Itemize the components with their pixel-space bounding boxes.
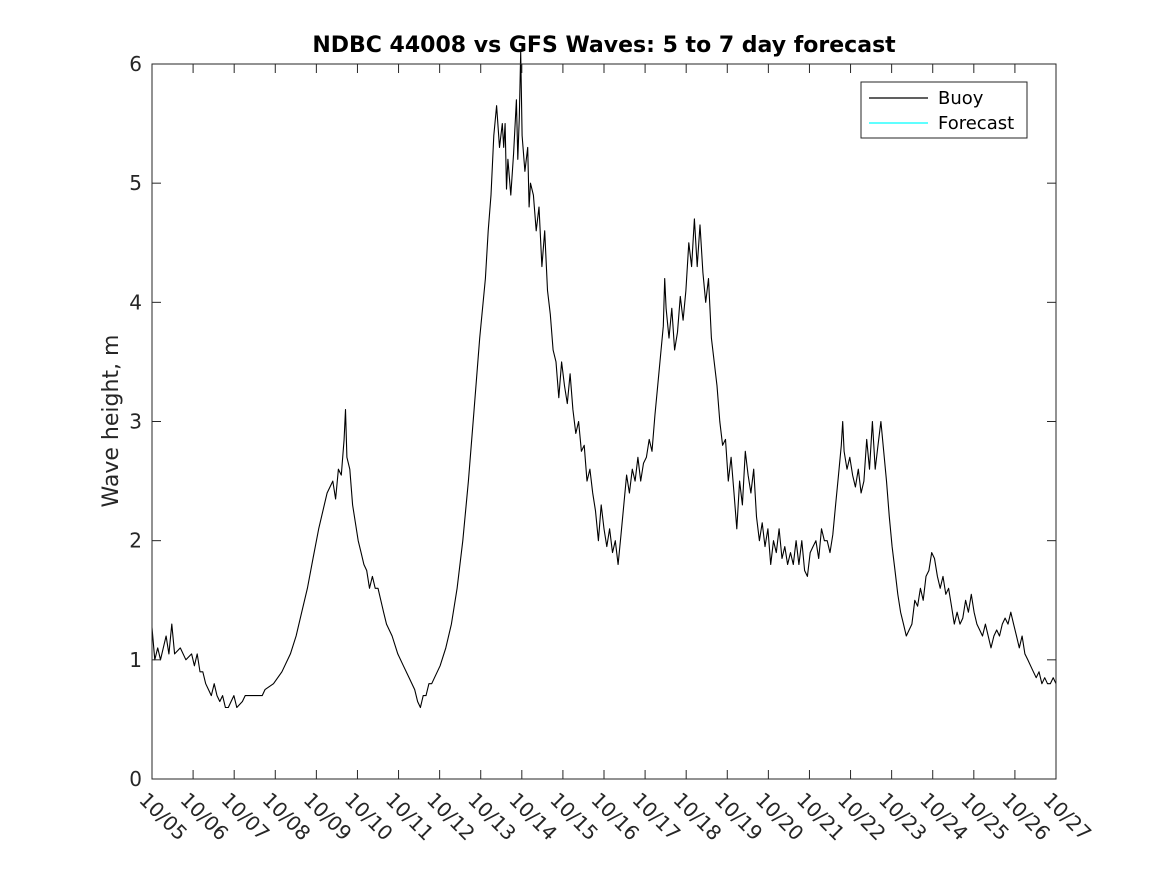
y-tick-label: 3	[129, 410, 142, 434]
legend-forecast-label: Forecast	[938, 113, 1014, 134]
y-tick-label: 1	[129, 648, 142, 672]
plot-area	[152, 64, 1056, 779]
y-tick-label: 5	[129, 171, 142, 195]
series-line-buoy	[151, 51, 1057, 709]
legend-buoy-label: Buoy	[938, 88, 984, 109]
y-tick-label: 0	[129, 767, 142, 791]
legend: Buoy Forecast	[860, 81, 1028, 139]
y-tick-label: 6	[129, 52, 142, 76]
y-tick-label: 2	[129, 529, 142, 553]
legend-box	[860, 81, 1028, 139]
y-axis-label: Wave height, m	[99, 335, 124, 508]
chart-title: NDBC 44008 vs GFS Waves: 5 to 7 day fore…	[312, 33, 896, 58]
series-layer	[151, 51, 1057, 709]
y-tick-label: 4	[129, 290, 142, 314]
